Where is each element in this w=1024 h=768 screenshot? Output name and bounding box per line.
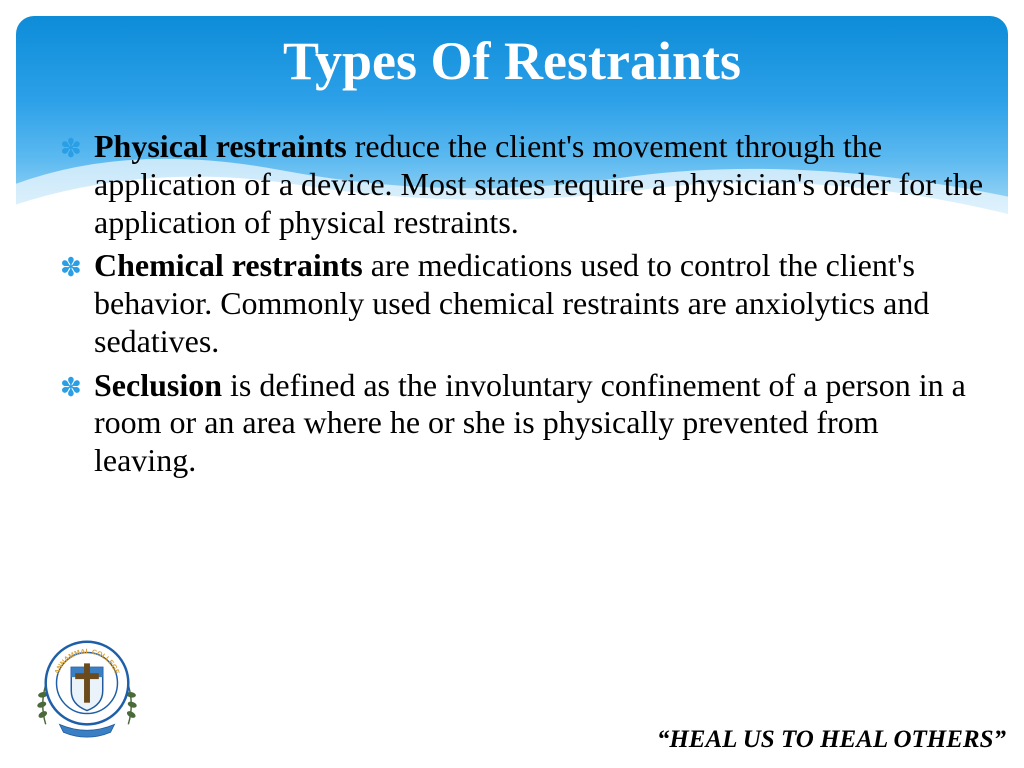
- bullet-text: Physical restraints reduce the client's …: [94, 128, 984, 241]
- motto-text: “HEAL US TO HEAL OTHERS”: [657, 726, 1006, 754]
- college-logo: ANNAMMAL COLLEGE: [28, 626, 146, 744]
- bullet-text: Chemical restraints are medications used…: [94, 247, 984, 360]
- bullet-item: ✽ Chemical restraints are medications us…: [60, 247, 984, 360]
- asterisk-bullet-icon: ✽: [60, 367, 94, 480]
- asterisk-bullet-icon: ✽: [60, 247, 94, 360]
- bullet-rest: is defined as the involuntary confinemen…: [94, 367, 966, 479]
- content-area: ✽ Physical restraints reduce the client'…: [60, 128, 984, 486]
- bullet-bold: Seclusion: [94, 367, 222, 403]
- bullet-bold: Chemical restraints: [94, 247, 363, 283]
- bullet-item: ✽ Seclusion is defined as the involuntar…: [60, 367, 984, 480]
- bullet-bold: Physical restraints: [94, 128, 347, 164]
- asterisk-bullet-icon: ✽: [60, 128, 94, 241]
- slide-title: Types Of Restraints: [0, 30, 1024, 92]
- bullet-text: Seclusion is defined as the involuntary …: [94, 367, 984, 480]
- bullet-item: ✽ Physical restraints reduce the client'…: [60, 128, 984, 241]
